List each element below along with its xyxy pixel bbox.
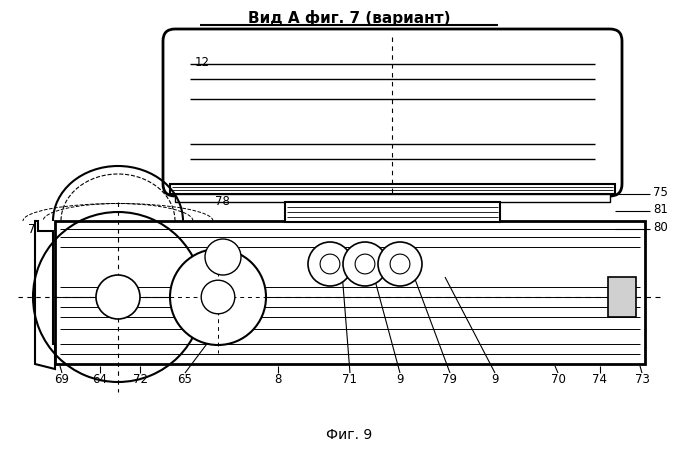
Circle shape [355, 254, 375, 274]
Text: 78: 78 [215, 195, 230, 208]
Text: 74: 74 [593, 373, 607, 386]
Circle shape [170, 249, 266, 345]
Text: 75: 75 [653, 186, 668, 199]
Text: 8: 8 [274, 373, 282, 386]
Circle shape [378, 243, 422, 286]
Text: 81: 81 [653, 203, 668, 216]
Text: 65: 65 [178, 373, 192, 386]
Text: 72: 72 [133, 373, 147, 386]
Text: 70: 70 [551, 373, 565, 386]
Bar [55, 221, 645, 364]
Bar [175, 194, 610, 202]
Polygon shape [35, 221, 55, 369]
FancyBboxPatch shape [163, 30, 622, 197]
Bar [285, 202, 500, 222]
Circle shape [320, 254, 340, 274]
Text: 12: 12 [195, 56, 210, 69]
Text: 69: 69 [55, 373, 69, 386]
Circle shape [308, 243, 352, 286]
Text: 9: 9 [396, 373, 404, 386]
Text: Вид А фиг. 7 (вариант): Вид А фиг. 7 (вариант) [247, 10, 450, 26]
Text: 73: 73 [635, 373, 649, 386]
Circle shape [205, 239, 241, 276]
Circle shape [390, 254, 410, 274]
Bar [608, 277, 636, 318]
Text: 9: 9 [491, 373, 499, 386]
Circle shape [96, 276, 140, 319]
Text: 7: 7 [28, 223, 36, 236]
Text: 79: 79 [442, 373, 458, 386]
Text: 64: 64 [92, 373, 108, 386]
Circle shape [201, 281, 235, 314]
Circle shape [343, 243, 387, 286]
Text: 71: 71 [343, 373, 357, 386]
Bar [170, 184, 615, 194]
Text: 80: 80 [653, 221, 668, 234]
Text: Фиг. 9: Фиг. 9 [326, 427, 372, 441]
